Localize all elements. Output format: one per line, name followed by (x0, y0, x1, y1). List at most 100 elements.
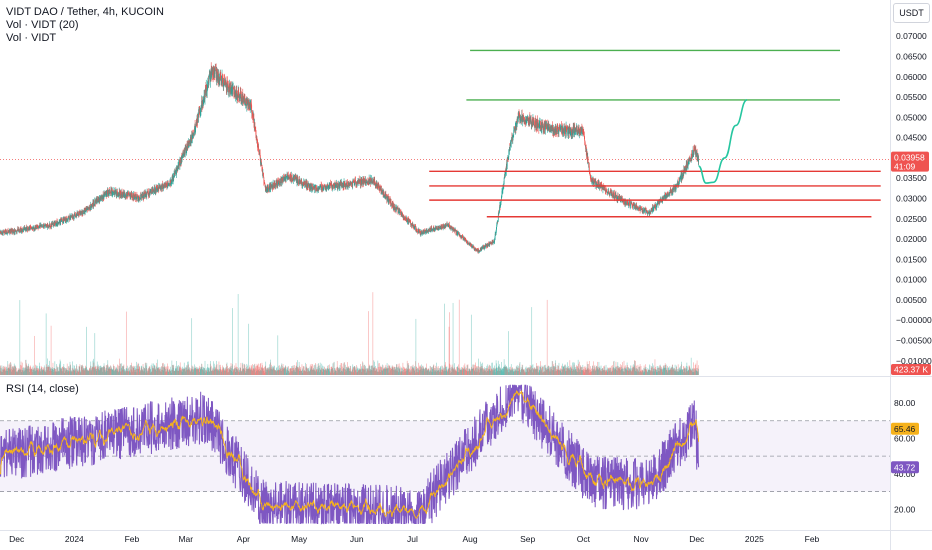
candle (137, 195, 139, 202)
candle-body (68, 216, 69, 219)
candle (67, 218, 69, 223)
candle-body (154, 187, 155, 193)
candle-body (323, 185, 325, 188)
candle-body (226, 82, 228, 85)
candle-body (334, 183, 336, 187)
candle (43, 224, 45, 229)
candle (245, 103, 246, 109)
candle-body (233, 89, 235, 95)
candle-body (167, 183, 169, 186)
candle-body (299, 180, 301, 184)
candle (328, 185, 330, 188)
candle-body (315, 186, 317, 189)
candle-body (117, 191, 118, 196)
candle-body (240, 96, 242, 102)
candle-body (87, 208, 88, 210)
candle-body (171, 181, 172, 184)
candle (109, 189, 110, 197)
candle-body (4, 231, 5, 234)
candle-body (497, 215, 499, 221)
candle (297, 176, 299, 180)
candle-body (97, 199, 98, 201)
candle (120, 190, 122, 199)
candle-body (108, 193, 110, 195)
candle-body (311, 183, 312, 190)
candle (21, 227, 23, 234)
candle-body (238, 90, 239, 92)
candle-body (191, 135, 193, 140)
candle-body (45, 225, 47, 226)
candle-body (196, 118, 198, 126)
candle (276, 178, 278, 188)
candle-body (286, 175, 288, 177)
candle (119, 188, 120, 200)
candle-body (194, 124, 196, 132)
candle (93, 199, 95, 207)
candle-body (13, 230, 14, 232)
candle (287, 171, 289, 181)
candle-body (144, 195, 146, 198)
candle-body (63, 218, 65, 221)
candle-body (113, 192, 114, 193)
candle-body (111, 191, 112, 194)
candle-body (165, 182, 167, 187)
candle-body (49, 223, 51, 227)
candle-body (52, 225, 54, 227)
candle-body (356, 183, 358, 186)
candle-body (237, 90, 239, 98)
candle-body (263, 177, 265, 183)
candle-body (18, 229, 20, 231)
candle-body (170, 183, 172, 184)
candle-body (337, 186, 339, 187)
candle (169, 178, 171, 186)
candle (241, 91, 242, 102)
candle-body (263, 173, 264, 178)
candle-body (80, 212, 81, 214)
candle (248, 98, 250, 107)
candle (91, 203, 93, 207)
candle (167, 180, 169, 186)
candle (363, 176, 365, 184)
candle-body (107, 190, 109, 194)
candle-body (244, 95, 245, 101)
candle (39, 222, 41, 226)
candle-body (204, 98, 206, 101)
candle-body (143, 193, 145, 196)
candle-body (74, 214, 76, 216)
candle-body (29, 226, 31, 230)
candle-body (283, 176, 285, 178)
candle-body (174, 171, 176, 173)
candle-body (117, 193, 119, 196)
candle (260, 158, 262, 166)
candle-body (73, 214, 75, 217)
candle (149, 188, 151, 196)
candle-body (209, 74, 210, 76)
candle-body (122, 193, 124, 197)
candle-body (104, 193, 106, 195)
candle-body (320, 184, 322, 186)
candle-body (3, 232, 4, 233)
candle (129, 191, 131, 200)
candle-body (263, 182, 265, 184)
candle (255, 126, 256, 132)
candle (156, 185, 158, 194)
candle-body (94, 200, 96, 206)
candle-body (112, 194, 113, 195)
candle-body (68, 216, 70, 219)
candle (363, 177, 364, 186)
candle (283, 174, 285, 182)
candle-body (37, 225, 38, 227)
candle-body (5, 230, 6, 232)
candle-body (158, 186, 160, 189)
candle (200, 107, 201, 118)
candle-body (259, 153, 261, 158)
candle (330, 179, 331, 187)
candle (194, 119, 196, 136)
candle (70, 213, 72, 218)
candle (37, 224, 38, 229)
candle (88, 204, 90, 210)
candle-body (184, 150, 185, 156)
candle-body (117, 193, 119, 196)
candle (26, 225, 28, 232)
